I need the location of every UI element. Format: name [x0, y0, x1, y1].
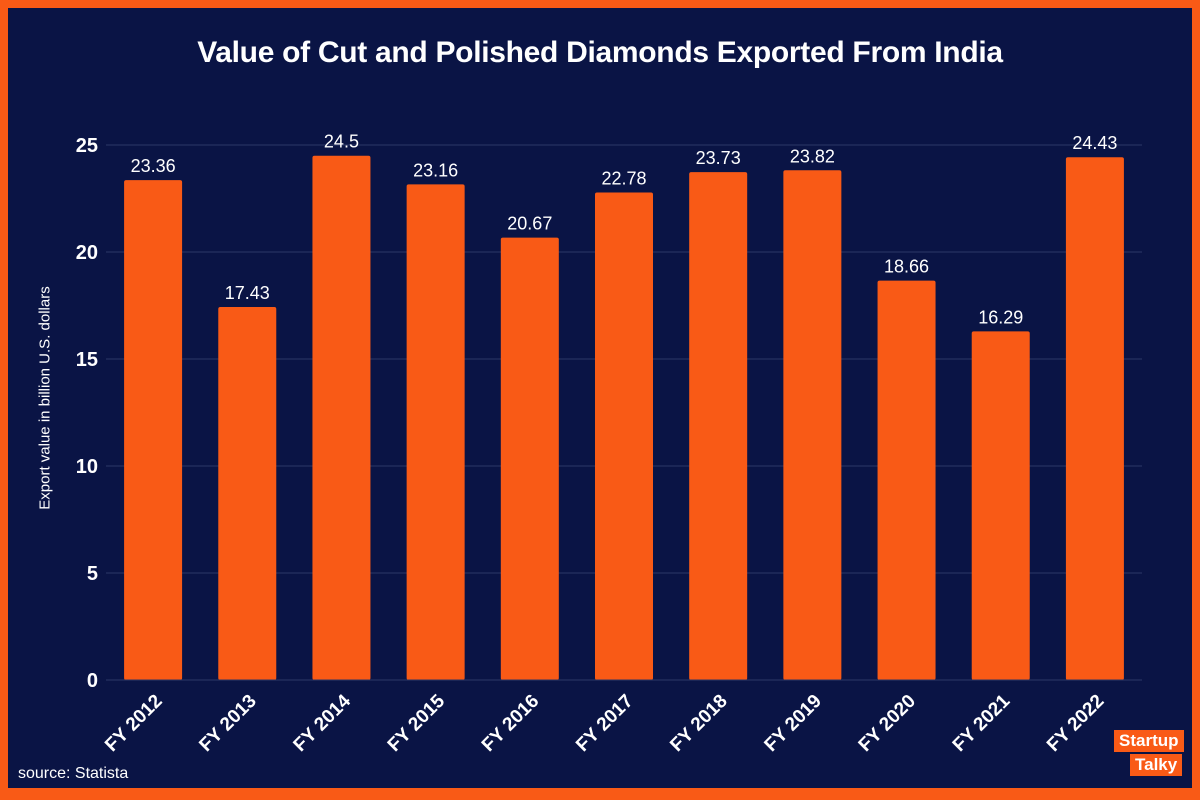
- y-tick-label: 0: [87, 670, 98, 692]
- bar: [689, 172, 748, 681]
- x-tick-label: FY 2019: [761, 691, 826, 756]
- data-label: 24.43: [1072, 133, 1117, 153]
- data-label: 24.5: [324, 132, 359, 152]
- y-tick-label: 15: [76, 349, 98, 371]
- bar: [406, 184, 465, 680]
- x-tick-label: FY 2022: [1043, 691, 1108, 756]
- logo-line-1: Startup: [1114, 730, 1184, 752]
- bar: [218, 306, 277, 680]
- x-tick-label: FY 2016: [478, 691, 543, 756]
- data-label: 17.43: [225, 283, 270, 303]
- x-tick-label: FY 2014: [290, 690, 356, 756]
- bar: [971, 331, 1030, 680]
- data-label: 23.73: [696, 148, 741, 168]
- data-label: 20.67: [507, 214, 552, 234]
- x-tick-label: FY 2020: [855, 691, 920, 756]
- bar: [124, 180, 183, 680]
- x-tick-label: FY 2017: [572, 691, 637, 756]
- bar: [595, 192, 653, 680]
- y-tick-label: 25: [76, 135, 98, 157]
- startup-talky-logo: Startup Talky: [1112, 726, 1192, 786]
- data-label: 16.29: [978, 307, 1023, 327]
- chart-title: Value of Cut and Polished Diamonds Expor…: [197, 36, 1003, 69]
- bar: [1065, 157, 1124, 680]
- y-tick-label: 5: [87, 563, 98, 585]
- bar-chart: 0 5 10 15 20 25 23.36 FY 2012 17.43 FY 2013 24.5 FY…: [76, 132, 1142, 756]
- x-tick-label: FY 2015: [384, 690, 450, 756]
- data-label: 18.66: [884, 257, 929, 277]
- data-label: 23.16: [413, 160, 458, 180]
- data-label: 23.36: [131, 156, 176, 176]
- logo-line-2: Talky: [1130, 754, 1183, 776]
- data-label: 22.78: [601, 169, 646, 189]
- x-tick-label: FY 2021: [949, 690, 1015, 756]
- x-tick-label: FY 2018: [666, 691, 731, 756]
- source-note: source: Statista: [18, 765, 129, 782]
- bar: [783, 170, 842, 680]
- chart-frame: Value of Cut and Polished Diamonds Expor…: [8, 8, 1192, 788]
- x-tick-label: FY 2013: [195, 691, 260, 756]
- bar: [312, 155, 371, 680]
- bar: [877, 280, 936, 680]
- x-tick-label: FY 2012: [101, 691, 166, 756]
- data-label: 23.82: [790, 146, 835, 166]
- y-tick-label: 20: [76, 242, 98, 264]
- y-tick-label: 10: [76, 456, 98, 478]
- bar: [500, 237, 559, 681]
